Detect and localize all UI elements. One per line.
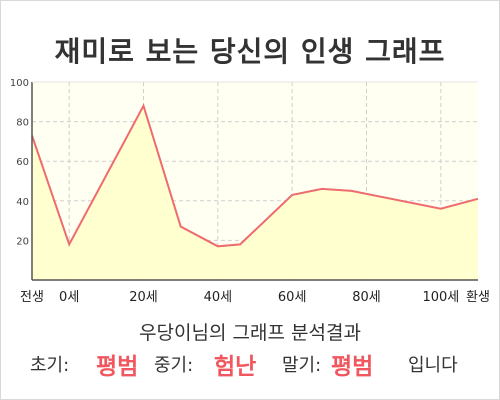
y-tick-label: 100 xyxy=(10,78,29,89)
y-tick-label: 80 xyxy=(16,118,29,129)
x-tick-label: 40세 xyxy=(204,290,233,305)
x-tick-label: 전생 xyxy=(20,290,44,305)
y-tick-label: 40 xyxy=(16,197,29,208)
mid-label: 중기: xyxy=(154,355,194,376)
result-summary: 초기: 평범 중기: 험난 말기: 평범 입니다 xyxy=(0,342,500,382)
result-caption: 우당이님의 그래프 분석결과 xyxy=(139,322,361,344)
series-line xyxy=(31,103,479,248)
chart-title: 재미로 보는 당신의 인생 그래프 xyxy=(54,35,446,68)
x-tick-labels: 전생 0세 20세 40세 60세 80세 100세 환생 xyxy=(20,290,490,305)
late-label: 말기: xyxy=(282,355,322,376)
x-tick-label: 60세 xyxy=(278,290,307,305)
ending-text: 입니다 xyxy=(408,355,458,376)
axes xyxy=(31,81,478,281)
mid-value: 험난 xyxy=(214,354,257,380)
x-tick-label: 20세 xyxy=(129,290,158,305)
x-tick-label: 80세 xyxy=(352,290,381,305)
y-tick-label: 60 xyxy=(16,157,29,168)
early-label: 초기: xyxy=(30,355,70,376)
area-fill xyxy=(32,105,478,280)
x-tick-label: 100세 xyxy=(422,290,459,305)
y-tick-labels: 20 40 60 80 100 xyxy=(10,78,29,247)
early-value: 평범 xyxy=(96,354,139,380)
late-value: 평범 xyxy=(331,354,374,380)
y-tick-label: 20 xyxy=(16,236,29,247)
x-tick-label: 0세 xyxy=(59,290,79,305)
x-tick-label: 환생 xyxy=(466,290,490,305)
